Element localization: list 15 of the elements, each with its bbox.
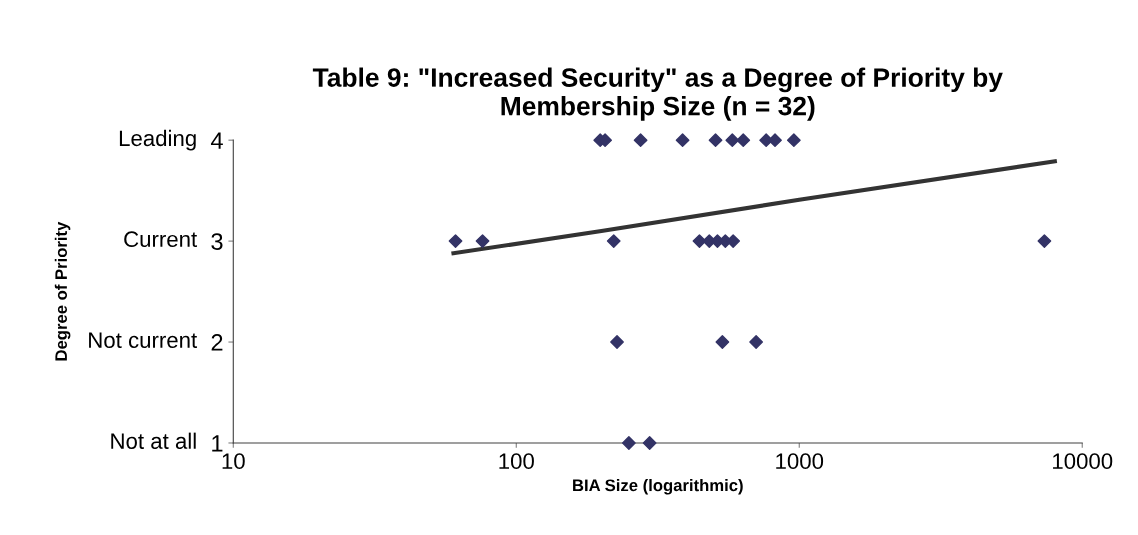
text: Leading [119,129,196,151]
x-tick-label: 100 [499,453,534,470]
x-tick-label: 10000 [1053,453,1113,470]
text: Current [124,231,198,248]
text: Degree of Priority [54,221,71,361]
y-tick-label: 3 [211,233,223,250]
y-tick-label: 1 [212,435,223,452]
chart-title: Table 9: "Increased Security" as a Degree of Priority by Membership Size (n = 32) [312,67,1003,121]
x-axis-title: BIA Size (logarithmic) [573,478,743,495]
x-tick-label: 10 [222,453,245,470]
text: Not current [89,332,198,349]
y-tick-label: 4 [210,132,223,149]
x-tick-label: 1000 [776,453,824,470]
y-tick-label: 2 [211,334,223,351]
text: Not at all [111,432,196,449]
